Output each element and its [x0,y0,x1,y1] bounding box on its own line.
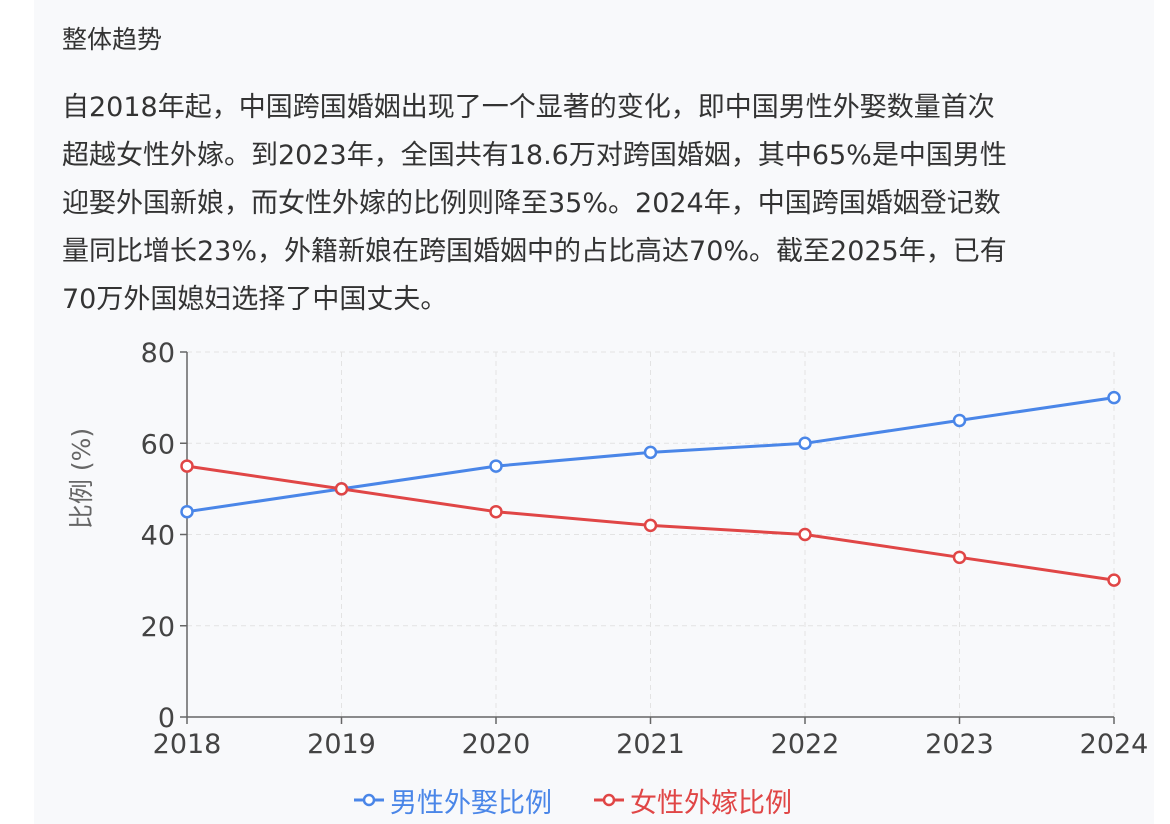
x-tick-label: 2020 [462,729,531,760]
x-tick-label: 2022 [771,729,840,760]
y-tick-label: 20 [141,612,175,643]
x-tick-label: 2023 [925,729,994,760]
data-point [798,527,812,542]
data-point [798,436,812,450]
data-point [180,504,194,519]
data-point [643,518,658,533]
data-point [489,504,503,519]
y-tick-label: 60 [141,429,175,460]
legend-line-marker-icon [594,793,624,807]
y-axis-title: 比例 (%) [67,428,96,529]
legend-label: 男性外娶比例 [390,787,552,819]
x-tick-label: 2018 [153,729,222,760]
chart-legend: 男性外娶比例 女性外嫁比例 [0,780,1170,820]
summary-paragraph: 自2018年起，中国跨国婚姻出现了一个显著的变化，即中国男性外娶数量首次 超越女… [62,84,1122,324]
x-tick-label: 2024 [1080,729,1149,760]
data-point [952,413,967,428]
chart-card [34,0,1154,824]
legend-line-marker-icon [354,793,384,807]
paragraph-line: 迎娶外国新娘，而女性外嫁的比例则降至35%。2024年，中国跨国婚姻登记数 [62,188,1001,219]
paragraph-line: 70万外国媳妇选择了中国丈夫。 [62,284,448,315]
section-heading: 整体趋势 [62,25,163,54]
x-tick-label: 2021 [616,729,685,760]
y-tick-label: 40 [141,521,175,552]
x-tick-label: 2019 [307,729,376,760]
data-point [180,459,194,473]
paragraph-line: 超越女性外嫁。到2023年，全国共有18.6万对跨国婚姻，其中65%是中国男性 [62,140,1007,171]
data-point [334,482,349,496]
grid-lines [187,351,1115,717]
legend-item-male[interactable]: 男性外娶比例 [354,780,552,820]
legend-item-female[interactable]: 女性外嫁比例 [594,780,792,820]
y-tick-label: 80 [141,338,175,369]
data-point [1107,573,1121,587]
paragraph-line: 自2018年起，中国跨国婚姻出现了一个显著的变化，即中国男性外娶数量首次 [62,92,995,123]
paragraph-line: 量同比增长23%，外籍新娘在跨国婚姻中的占比高达70%。截至2025年，已有 [62,236,1007,267]
data-point [489,459,503,473]
series [180,390,1121,587]
data-point [1107,390,1121,405]
y-tick-label: 0 [158,703,175,734]
data-point [952,550,967,565]
legend-label: 女性外嫁比例 [630,787,792,819]
data-point [643,445,658,460]
line-chart: 0 20 40 60 80 2018 2019 2020 2021 2022 2023 2024 比例 … [67,338,1148,760]
axes: 0 20 40 60 80 2018 2019 2020 2021 2022 2023 2024 比例 … [67,338,1148,760]
